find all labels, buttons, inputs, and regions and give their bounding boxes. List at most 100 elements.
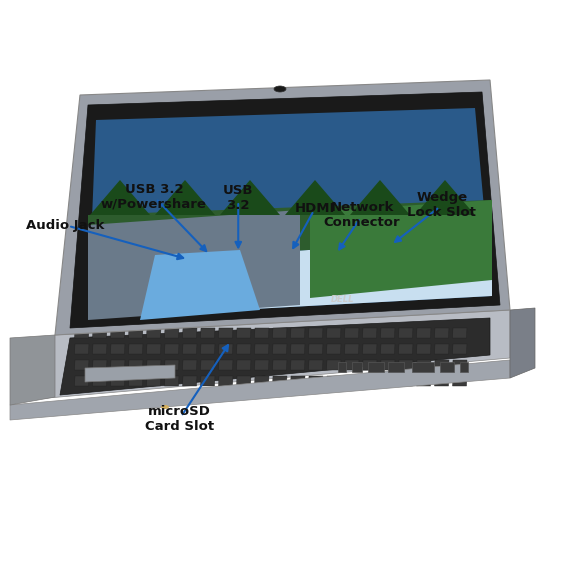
- Polygon shape: [327, 376, 341, 386]
- Polygon shape: [237, 360, 251, 370]
- Polygon shape: [310, 200, 492, 298]
- Polygon shape: [453, 376, 467, 386]
- Polygon shape: [220, 180, 280, 215]
- Polygon shape: [381, 328, 395, 338]
- Polygon shape: [10, 335, 55, 405]
- Text: DELL: DELL: [331, 295, 355, 304]
- Polygon shape: [381, 344, 395, 354]
- Polygon shape: [291, 344, 305, 354]
- Polygon shape: [327, 344, 341, 354]
- Polygon shape: [327, 328, 341, 338]
- Polygon shape: [218, 344, 233, 354]
- Polygon shape: [128, 360, 143, 370]
- Polygon shape: [88, 108, 492, 318]
- Polygon shape: [453, 360, 467, 370]
- Polygon shape: [165, 376, 179, 386]
- Polygon shape: [417, 360, 431, 370]
- Polygon shape: [344, 360, 359, 370]
- Polygon shape: [381, 360, 395, 370]
- Polygon shape: [398, 344, 413, 354]
- Polygon shape: [237, 344, 251, 354]
- Polygon shape: [434, 344, 449, 354]
- Polygon shape: [254, 344, 269, 354]
- Polygon shape: [111, 376, 125, 386]
- Bar: [338, 362, 346, 372]
- Polygon shape: [85, 365, 175, 382]
- Polygon shape: [363, 376, 377, 386]
- Ellipse shape: [161, 405, 169, 409]
- Polygon shape: [75, 344, 89, 354]
- Polygon shape: [128, 344, 143, 354]
- Polygon shape: [146, 376, 161, 386]
- Polygon shape: [453, 328, 467, 338]
- Polygon shape: [60, 318, 490, 395]
- Polygon shape: [218, 376, 233, 386]
- Polygon shape: [165, 328, 179, 338]
- Polygon shape: [363, 328, 377, 338]
- Polygon shape: [308, 344, 323, 354]
- Polygon shape: [88, 210, 300, 320]
- Polygon shape: [75, 376, 89, 386]
- Polygon shape: [92, 360, 107, 370]
- Polygon shape: [10, 360, 510, 420]
- Polygon shape: [111, 328, 125, 338]
- Polygon shape: [327, 360, 341, 370]
- Polygon shape: [398, 328, 413, 338]
- Ellipse shape: [274, 86, 286, 92]
- Polygon shape: [237, 328, 251, 338]
- Polygon shape: [254, 328, 269, 338]
- Polygon shape: [75, 360, 89, 370]
- Polygon shape: [291, 360, 305, 370]
- Polygon shape: [128, 328, 143, 338]
- Polygon shape: [140, 250, 260, 320]
- Polygon shape: [111, 344, 125, 354]
- Polygon shape: [344, 344, 359, 354]
- Text: Network
Connector: Network Connector: [324, 201, 400, 230]
- Polygon shape: [350, 180, 410, 215]
- Polygon shape: [363, 344, 377, 354]
- Polygon shape: [453, 344, 467, 354]
- Polygon shape: [417, 328, 431, 338]
- Polygon shape: [165, 360, 179, 370]
- Polygon shape: [218, 328, 233, 338]
- Polygon shape: [363, 360, 377, 370]
- Polygon shape: [165, 344, 179, 354]
- Bar: [352, 362, 362, 372]
- Polygon shape: [182, 344, 197, 354]
- Polygon shape: [272, 344, 287, 354]
- Polygon shape: [92, 344, 107, 354]
- Polygon shape: [146, 344, 161, 354]
- Polygon shape: [434, 328, 449, 338]
- Polygon shape: [218, 360, 233, 370]
- Polygon shape: [308, 376, 323, 386]
- Polygon shape: [88, 200, 492, 262]
- Polygon shape: [308, 360, 323, 370]
- Text: USB
3.2: USB 3.2: [223, 184, 254, 213]
- Polygon shape: [155, 180, 215, 215]
- Polygon shape: [434, 376, 449, 386]
- Polygon shape: [92, 328, 107, 338]
- Polygon shape: [344, 328, 359, 338]
- Polygon shape: [146, 328, 161, 338]
- Text: microSD
Card Slot: microSD Card Slot: [145, 405, 214, 433]
- Polygon shape: [272, 376, 287, 386]
- Polygon shape: [111, 360, 125, 370]
- Polygon shape: [201, 376, 215, 386]
- Polygon shape: [75, 328, 89, 338]
- Polygon shape: [291, 328, 305, 338]
- Bar: [440, 362, 454, 372]
- Polygon shape: [398, 376, 413, 386]
- Bar: [412, 362, 434, 372]
- Bar: [368, 362, 384, 372]
- Polygon shape: [128, 376, 143, 386]
- Polygon shape: [201, 344, 215, 354]
- Text: Audio Jack: Audio Jack: [26, 219, 105, 231]
- Polygon shape: [70, 92, 500, 328]
- Text: HDMI: HDMI: [295, 202, 335, 214]
- Polygon shape: [510, 308, 535, 378]
- Polygon shape: [381, 376, 395, 386]
- Polygon shape: [254, 376, 269, 386]
- Polygon shape: [237, 376, 251, 386]
- Polygon shape: [417, 376, 431, 386]
- Polygon shape: [201, 328, 215, 338]
